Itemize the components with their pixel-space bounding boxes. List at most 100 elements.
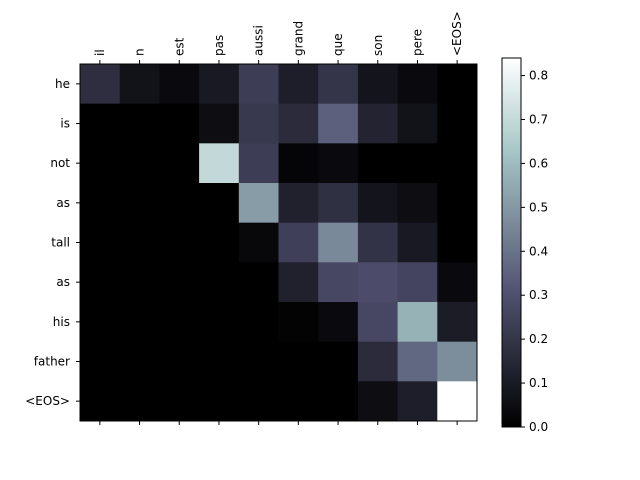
colorbar-tick-label: 0.5 (529, 200, 548, 214)
colorbar-tick-label: 0.8 (529, 69, 548, 83)
heatmap-cell (278, 262, 319, 303)
colorbar-tick-label: 0.2 (529, 332, 548, 346)
y-tick-label: as (56, 196, 70, 210)
y-axis-ticks: he is not as tall as his father <EOS> (25, 77, 80, 408)
colorbar-ticks: 0.0 0.1 0.2 0.3 0.4 0.5 0.6 0.7 0.8 (521, 69, 548, 434)
heatmap-cell (159, 183, 200, 224)
heatmap-cell (80, 302, 121, 343)
heatmap-cell (318, 64, 359, 105)
heatmap-cell (159, 381, 200, 422)
heatmap-cell (159, 262, 200, 303)
heatmap-cell (119, 381, 160, 422)
heatmap-cell (437, 64, 478, 105)
heatmap-cell (397, 64, 438, 105)
heatmap-cell (357, 302, 398, 343)
x-tick-label: que (331, 33, 345, 56)
colorbar-tick-label: 0.4 (529, 244, 548, 258)
heatmap-cell (318, 143, 359, 184)
heatmap-cell (357, 64, 398, 105)
colorbar-frame (501, 57, 522, 428)
x-tick-label: est (172, 37, 186, 56)
x-tick-label: aussi (252, 25, 266, 56)
heatmap-cell (397, 143, 438, 184)
heatmap-cell (278, 143, 319, 184)
x-tick-label: n (133, 48, 147, 56)
heatmap-cell (318, 262, 359, 303)
heatmap-cell (199, 381, 240, 422)
heatmap-cell (238, 262, 279, 303)
heatmap-cell (238, 302, 279, 343)
heatmap-cell (238, 103, 279, 144)
x-axis-ticks: il n est pas aussi grand que son pere <EOS> (93, 11, 464, 425)
heatmap-cell (397, 222, 438, 263)
heatmap-cell (159, 64, 200, 105)
y-tick-label: not (50, 156, 70, 170)
heatmap-cell (278, 64, 319, 105)
heatmap-cell (199, 64, 240, 105)
heatmap-cell (397, 381, 438, 422)
heatmap-cell (199, 302, 240, 343)
heatmap-cell (80, 262, 121, 303)
heatmap-cell (437, 262, 478, 303)
heatmap-cell (437, 222, 478, 263)
heatmap-cell (80, 103, 121, 144)
heatmap-cell (119, 302, 160, 343)
heatmap-cell (159, 143, 200, 184)
heatmap-cell (357, 262, 398, 303)
heatmap-cell (80, 341, 121, 382)
heatmap-cell (159, 341, 200, 382)
heatmap-cell (357, 143, 398, 184)
y-tick-label: father (34, 355, 70, 369)
heatmap-cell (238, 143, 279, 184)
heatmap-cell (119, 103, 160, 144)
y-tick-label: is (60, 117, 70, 131)
colorbar-tick-label: 0.7 (529, 113, 548, 127)
heatmap-cell (318, 341, 359, 382)
heatmap-cell (397, 262, 438, 303)
y-tick-label: he (55, 77, 70, 91)
heatmap-cell (278, 341, 319, 382)
heatmap-cell (397, 302, 438, 343)
heatmap-cell (278, 222, 319, 263)
x-tick-label: <EOS> (450, 11, 464, 56)
y-tick-label: as (56, 275, 70, 289)
heatmap-cell (357, 183, 398, 224)
heatmap-cell (80, 381, 121, 422)
heatmap-cell (397, 341, 438, 382)
heatmap-cell (238, 381, 279, 422)
heatmap-cell (199, 103, 240, 144)
heatmap-cell (278, 103, 319, 144)
heatmap-cell (119, 262, 160, 303)
x-tick-label: son (371, 35, 385, 56)
heatmap-cell (397, 103, 438, 144)
heatmap-cell (318, 381, 359, 422)
heatmap-cell (437, 381, 478, 422)
heatmap-cell (159, 103, 200, 144)
heatmap-cells (80, 64, 478, 422)
heatmap-cell (278, 381, 319, 422)
heatmap-cell (357, 341, 398, 382)
y-tick-label: tall (51, 236, 70, 250)
heatmap-cell (437, 143, 478, 184)
heatmap-cell (119, 143, 160, 184)
heatmap-cell (318, 183, 359, 224)
heatmap-cell (199, 341, 240, 382)
x-tick-label: grand (291, 21, 305, 56)
colorbar-tick-label: 0.6 (529, 156, 548, 170)
heatmap-cell (357, 103, 398, 144)
heatmap-cell (80, 64, 121, 105)
heatmap-cell (437, 103, 478, 144)
heatmap-cell (199, 143, 240, 184)
heatmap-cell (119, 222, 160, 263)
heatmap-cell (318, 302, 359, 343)
colorbar-gradient (502, 58, 521, 427)
heatmap-cell (238, 183, 279, 224)
heatmap-cell (278, 183, 319, 224)
heatmap-cell (80, 183, 121, 224)
heatmap-cell (119, 183, 160, 224)
heatmap-cell (357, 381, 398, 422)
x-tick-label: pas (212, 35, 226, 56)
heatmap-cell (80, 222, 121, 263)
x-tick-label: il (93, 49, 107, 56)
